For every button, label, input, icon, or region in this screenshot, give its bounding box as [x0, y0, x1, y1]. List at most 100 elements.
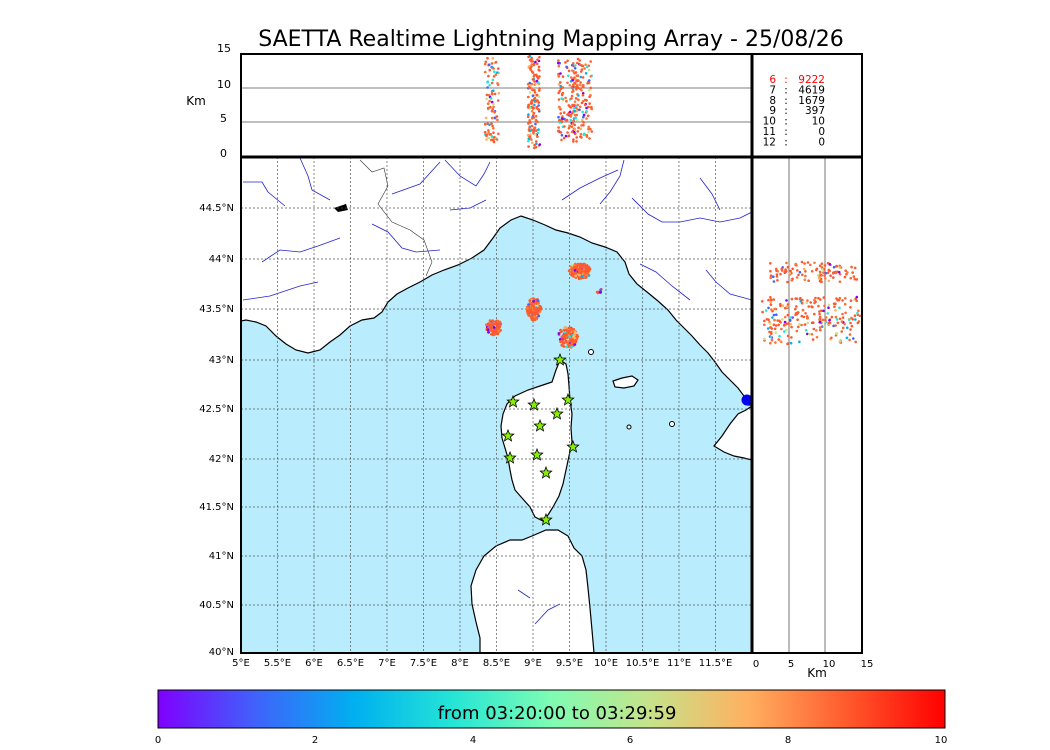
source-point: [585, 265, 588, 268]
count-value: 4619: [798, 84, 825, 96]
lon-tick: 7.5°E: [410, 658, 437, 669]
source-point: [830, 336, 833, 340]
lma-stations: [501, 352, 580, 526]
source-point: [804, 274, 807, 278]
source-point: [838, 296, 842, 300]
source-point: [567, 269, 571, 273]
source-point: [572, 69, 575, 73]
station-star-icon: [553, 352, 567, 366]
source-point: [530, 60, 533, 63]
count-level: 9: [769, 105, 776, 117]
source-point: [534, 122, 537, 126]
source-point: [775, 275, 779, 278]
source-point: [559, 112, 562, 115]
source-point: [579, 81, 582, 84]
source-point: [574, 338, 578, 342]
source-point: [848, 338, 851, 342]
source-point: [527, 95, 530, 99]
top-ytick: 0: [220, 147, 227, 160]
source-point: [846, 326, 849, 330]
source-point: [583, 67, 586, 70]
source-point: [783, 320, 787, 324]
source-point: [852, 275, 856, 278]
source-point: [526, 310, 529, 314]
source-point: [527, 85, 531, 89]
source-point: [559, 72, 562, 75]
giglio-island: [669, 421, 675, 427]
source-point: [563, 326, 567, 330]
source-point: [533, 80, 536, 83]
source-point: [532, 299, 535, 303]
source-point: [527, 137, 531, 140]
source-point: [488, 68, 492, 72]
source-point: [577, 98, 580, 102]
count-value: 1679: [798, 95, 825, 107]
source-point: [529, 306, 533, 310]
lon-tick: 6.5°E: [337, 658, 364, 669]
source-point: [835, 332, 839, 335]
count-row: 7:4619: [769, 84, 825, 96]
source-point: [819, 298, 822, 301]
source-point: [774, 331, 778, 335]
source-point: [784, 268, 787, 271]
source-point: [849, 299, 853, 303]
lon-tick: 6°E: [305, 658, 323, 669]
source-point: [576, 130, 580, 133]
source-point: [533, 88, 536, 92]
source-point: [534, 129, 538, 132]
source-point: [495, 138, 499, 141]
station-star-icon: [550, 406, 564, 420]
source-point: [532, 63, 535, 66]
side-xtick: 15: [861, 659, 874, 670]
lat-tick: 41°N: [209, 551, 234, 562]
source-point: [564, 134, 568, 138]
source-point: [535, 140, 538, 143]
source-point: [795, 276, 799, 279]
source-point: [855, 299, 858, 303]
source-point: [787, 322, 790, 325]
source-point: [572, 119, 575, 123]
source-point: [529, 102, 533, 105]
source-point: [537, 104, 540, 107]
source-point: [579, 83, 582, 87]
source-point: [533, 146, 536, 150]
source-point: [487, 330, 490, 334]
source-point: [492, 75, 496, 78]
source-point: [582, 83, 585, 87]
source-point: [763, 337, 766, 341]
station-star-icon: [501, 428, 515, 442]
lat-tick: 44°N: [209, 254, 234, 265]
source-point: [814, 296, 817, 300]
source-point: [532, 106, 535, 110]
source-point: [531, 78, 535, 81]
source-point: [790, 297, 794, 301]
source-point: [575, 136, 578, 139]
source-point: [534, 82, 537, 86]
source-point: [853, 266, 857, 270]
source-point: [487, 131, 490, 134]
source-point: [570, 97, 573, 100]
source-point: [783, 315, 787, 319]
source-point: [586, 114, 590, 118]
longitude-tick-labels: 5°E 5.5°E 6°E 6.5°E 7°E 7.5°E 8°E 8.5°E …: [232, 658, 732, 669]
source-point: [820, 309, 823, 313]
source-point: [772, 275, 775, 279]
time-colorbar: from 03:20:00 to 03:29:59 0 2 4 6 8 10: [155, 689, 947, 746]
source-point: [824, 318, 827, 322]
source-point: [824, 277, 827, 280]
source-point: [791, 267, 794, 271]
source-point: [818, 270, 822, 274]
side-xtick: 5: [788, 659, 794, 670]
source-point: [822, 296, 826, 299]
country-border: [359, 159, 433, 277]
source-point: [819, 328, 822, 332]
source-point: [834, 324, 837, 327]
source-point: [490, 122, 493, 125]
source-point: [496, 99, 500, 102]
source-point: [530, 57, 533, 61]
source-point: [794, 263, 797, 266]
source-point: [788, 318, 792, 322]
source-point: [530, 63, 533, 66]
source-point: [827, 303, 831, 307]
source-point: [843, 322, 846, 326]
